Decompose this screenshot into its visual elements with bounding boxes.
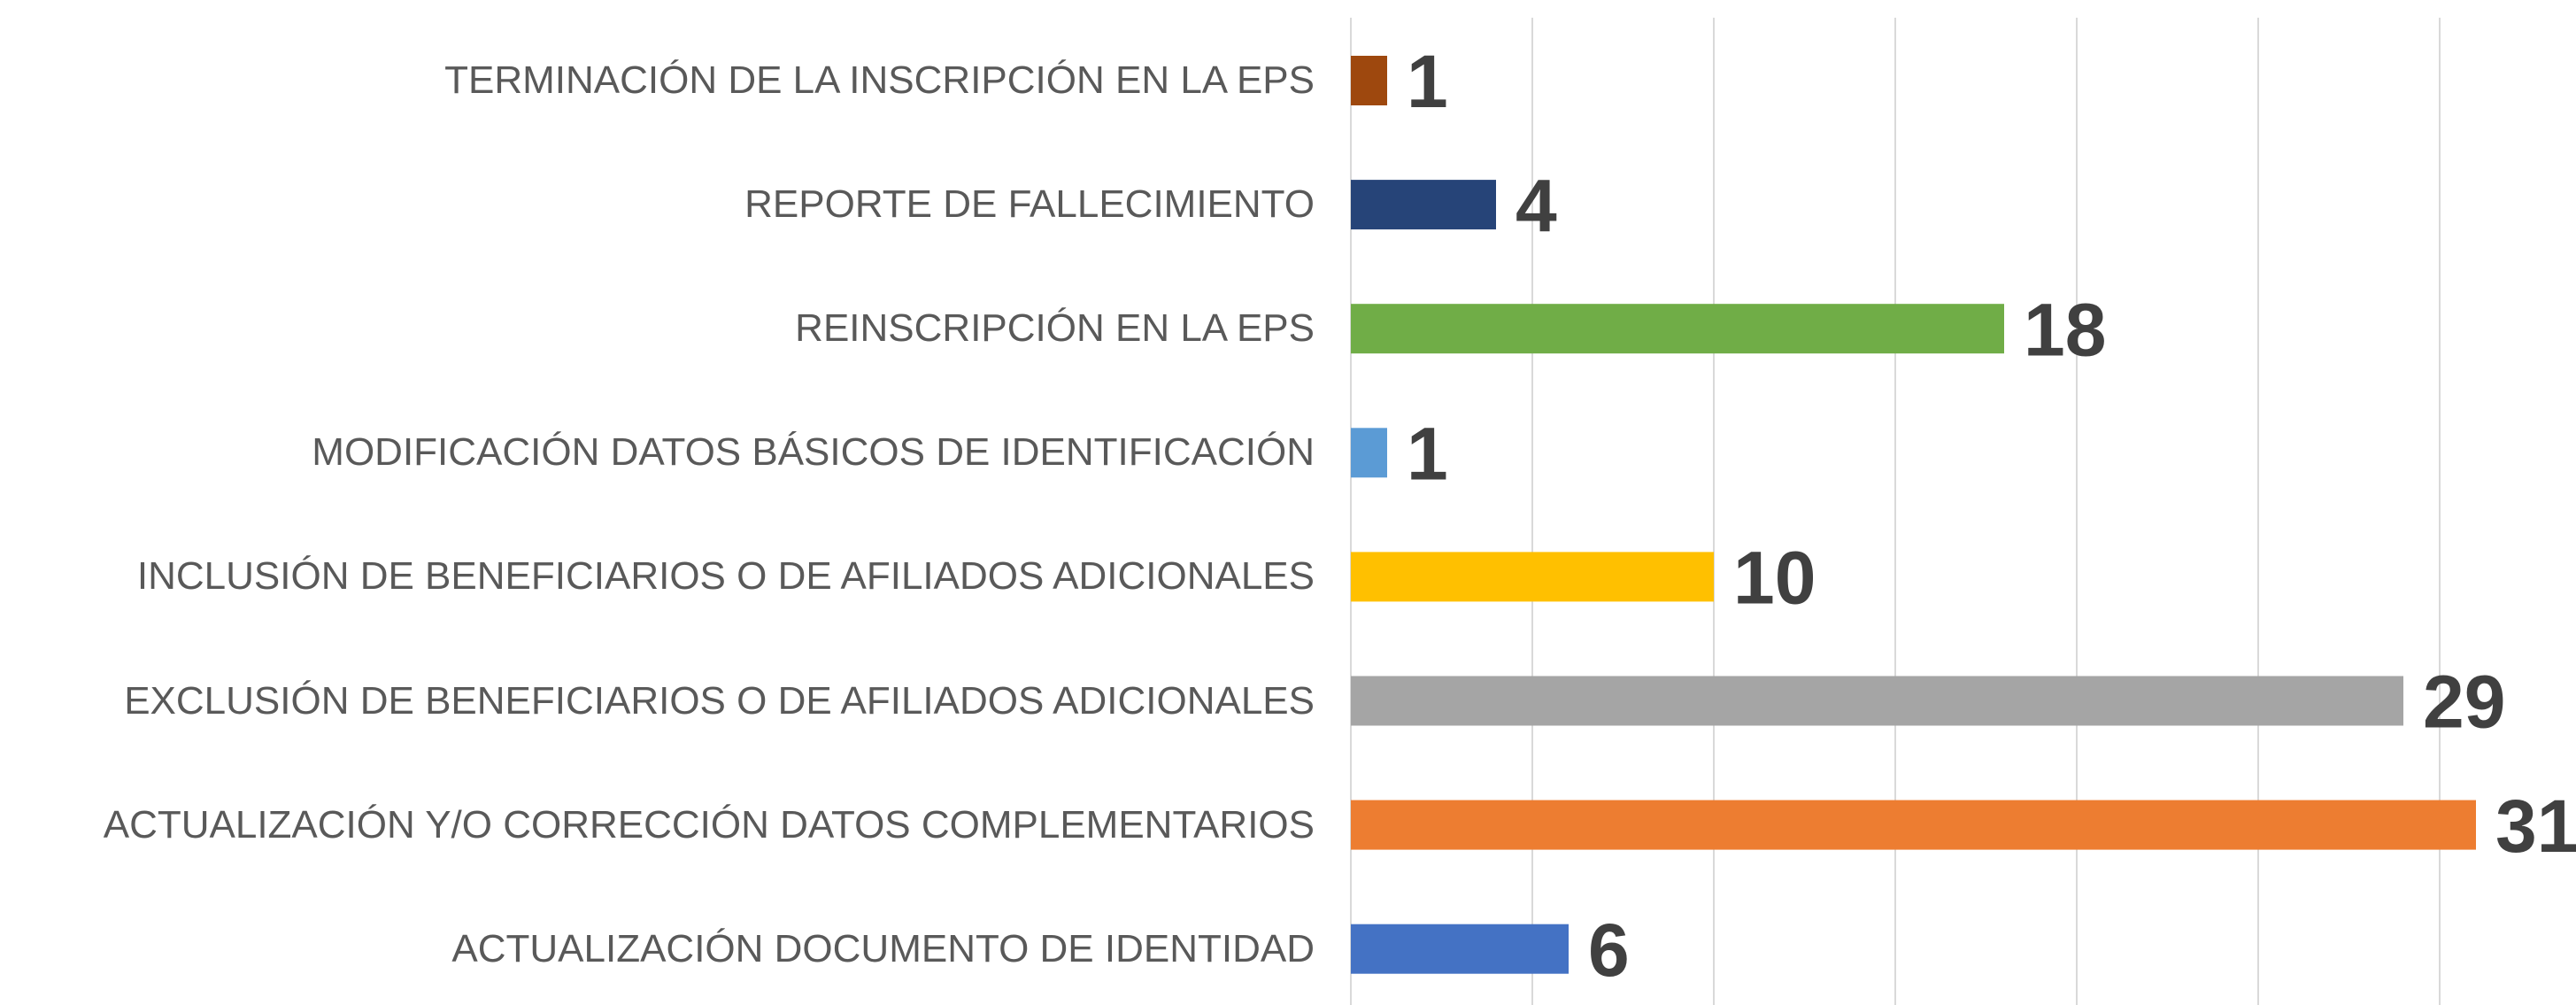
- category-label: EXCLUSIÓN DE BENEFICIARIOS O DE AFILIADO…: [124, 678, 1315, 723]
- data-label: 31: [2495, 785, 2576, 868]
- data-label: 6: [1588, 908, 1630, 992]
- bar: [1351, 800, 2476, 850]
- category-label: MODIFICACIÓN DATOS BÁSICOS DE IDENTIFICA…: [312, 430, 1315, 475]
- bar: [1351, 552, 1714, 602]
- bar: [1351, 428, 1387, 478]
- category-label-row: REPORTE DE FALLECIMIENTO: [4, 181, 1315, 228]
- data-label: 1: [1407, 412, 1448, 495]
- category-label: REPORTE DE FALLECIMIENTO: [744, 182, 1315, 227]
- data-label: 18: [2024, 288, 2106, 371]
- bar: [1351, 304, 2004, 354]
- data-label: 4: [1516, 164, 1557, 247]
- bar: [1351, 56, 1387, 105]
- category-label-row: INCLUSIÓN DE BENEFICIARIOS O DE AFILIADO…: [4, 553, 1315, 600]
- category-label: REINSCRIPCIÓN EN LA EPS: [795, 306, 1315, 351]
- category-label-row: ACTUALIZACIÓN Y/O CORRECCIÓN DATOS COMPL…: [4, 801, 1315, 849]
- bar: [1351, 676, 2403, 726]
- category-label-row: TERMINACIÓN DE LA INSCRIPCIÓN EN LA EPS: [4, 57, 1315, 104]
- category-label-row: REINSCRIPCIÓN EN LA EPS: [4, 305, 1315, 352]
- category-label: ACTUALIZACIÓN Y/O CORRECCIÓN DATOS COMPL…: [103, 802, 1315, 847]
- data-label: 10: [1733, 537, 1816, 620]
- data-label: 29: [2423, 661, 2505, 744]
- category-label-row: EXCLUSIÓN DE BENEFICIARIOS O DE AFILIADO…: [4, 677, 1315, 725]
- category-label: TERMINACIÓN DE LA INSCRIPCIÓN EN LA EPS: [444, 58, 1315, 102]
- category-label-row: MODIFICACIÓN DATOS BÁSICOS DE IDENTIFICA…: [4, 429, 1315, 476]
- category-label: INCLUSIÓN DE BENEFICIARIOS O DE AFILIADO…: [136, 554, 1315, 599]
- category-label: ACTUALIZACIÓN DOCUMENTO DE IDENTIDAD: [451, 926, 1315, 970]
- data-label: 1: [1407, 40, 1448, 123]
- category-label-row: ACTUALIZACIÓN DOCUMENTO DE IDENTIDAD: [4, 925, 1315, 973]
- bar: [1351, 924, 1569, 974]
- bar: [1351, 180, 1496, 230]
